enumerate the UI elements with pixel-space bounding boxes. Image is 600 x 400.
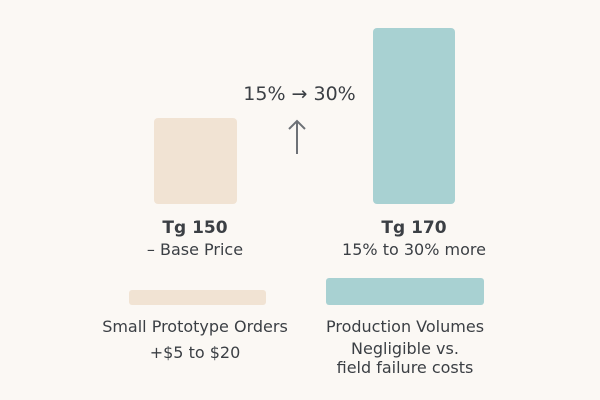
tg150-block xyxy=(154,118,237,204)
production-volumes-note-line1: Negligible vs. xyxy=(351,339,459,358)
tg150-subtitle: – Base Price xyxy=(146,240,244,259)
production-volumes-note-line2: field failure costs xyxy=(336,358,474,377)
prototype-orders-title: Small Prototype Orders xyxy=(102,317,288,336)
prototype-orders-bar xyxy=(129,290,266,305)
prototype-orders-cost: +$5 to $20 xyxy=(149,343,241,362)
production-volumes-bar xyxy=(326,278,484,305)
tg170-title: Tg 170 xyxy=(381,218,447,238)
tg170-subtitle: 15% to 30% more xyxy=(342,240,486,259)
production-volumes-title: Production Volumes xyxy=(325,317,485,336)
arrow-up-icon xyxy=(288,119,306,154)
tg150-title: Tg 150 xyxy=(162,218,228,238)
tg170-block xyxy=(373,28,455,204)
price-increase-label: 15% → 30% xyxy=(243,83,356,105)
